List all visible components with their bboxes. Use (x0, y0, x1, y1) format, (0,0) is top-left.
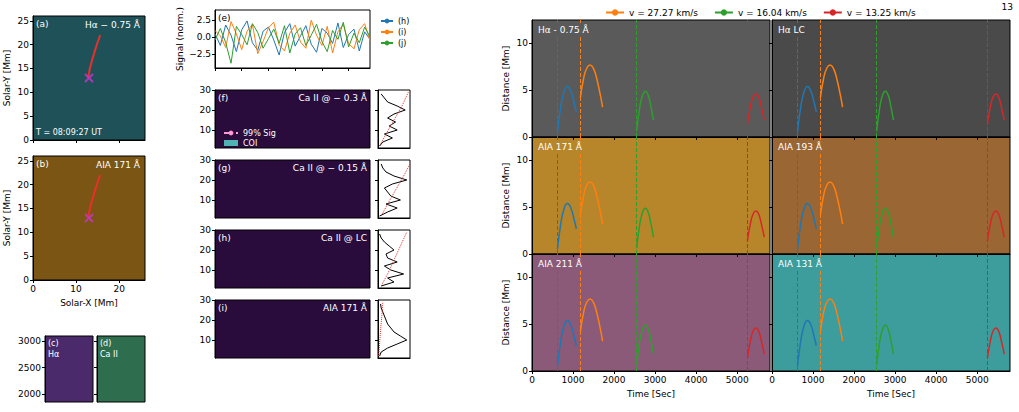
svg-text:AIA 171 Å: AIA 171 Å (323, 302, 368, 313)
svg-text:2000: 2000 (843, 375, 866, 385)
svg-text:10: 10 (70, 284, 82, 294)
svg-text:3000: 3000 (644, 375, 667, 385)
svg-text:2000: 2000 (18, 389, 41, 399)
svg-text:AIA 171 Å: AIA 171 Å (538, 141, 583, 152)
svg-text:(i): (i) (398, 28, 406, 37)
svg-text:Solar-Y [Mm]: Solar-Y [Mm] (2, 50, 12, 106)
svg-text:20: 20 (18, 180, 30, 190)
svg-text:Solar-Y [Mm]: Solar-Y [Mm] (2, 190, 12, 246)
svg-text:(d): (d) (100, 339, 111, 348)
svg-text:20: 20 (18, 40, 30, 50)
svg-text:4000: 4000 (925, 375, 948, 385)
svg-text:Solar-X [Mm]: Solar-X [Mm] (60, 298, 118, 308)
svg-text:20: 20 (200, 175, 212, 185)
svg-text:0: 0 (522, 366, 528, 376)
svg-text:25: 25 (18, 156, 29, 166)
svg-text:v = 13.25 km/s: v = 13.25 km/s (847, 8, 916, 18)
svg-text:0.0: 0.0 (197, 32, 212, 42)
svg-text:Ca II @ − 0.3 Å: Ca II @ − 0.3 Å (299, 92, 368, 103)
svg-text:T = 08:09:27 UT: T = 08:09:27 UT (35, 128, 102, 137)
svg-text:COI: COI (243, 139, 257, 148)
svg-text:10: 10 (200, 125, 212, 135)
svg-text:Hα: Hα (48, 350, 59, 359)
svg-text:v = 27.27 km/s: v = 27.27 km/s (629, 8, 698, 18)
svg-text:0: 0 (522, 132, 528, 142)
svg-text:3000: 3000 (884, 375, 907, 385)
svg-text:10: 10 (18, 87, 30, 97)
svg-text:0: 0 (529, 375, 535, 385)
svg-text:0: 0 (30, 284, 36, 294)
svg-text:25: 25 (18, 16, 29, 26)
svg-text:Distance [Mm]: Distance [Mm] (501, 163, 511, 229)
svg-text:10: 10 (18, 227, 30, 237)
svg-text:(c): (c) (48, 339, 59, 348)
svg-text:5: 5 (522, 85, 528, 95)
svg-text:13: 13 (1002, 2, 1013, 12)
svg-text:10: 10 (517, 272, 529, 282)
svg-text:10: 10 (517, 155, 529, 165)
svg-text:Ca II @ LC: Ca II @ LC (321, 233, 367, 243)
svg-text:30: 30 (200, 85, 212, 95)
svg-text:10: 10 (200, 265, 212, 275)
svg-text:30: 30 (200, 295, 212, 305)
svg-text:(f): (f) (218, 93, 228, 103)
svg-text:2.5: 2.5 (197, 15, 211, 25)
svg-text:0: 0 (769, 375, 775, 385)
svg-text:AIA 211 Å: AIA 211 Å (538, 258, 583, 269)
svg-text:20: 20 (200, 245, 212, 255)
svg-text:Distance [Mm]: Distance [Mm] (501, 46, 511, 112)
svg-text:v = 16.04 km/s: v = 16.04 km/s (738, 8, 807, 18)
svg-text:(i): (i) (218, 303, 228, 313)
svg-text:10: 10 (200, 195, 212, 205)
svg-text:10: 10 (517, 38, 529, 48)
svg-text:(j): (j) (398, 39, 406, 48)
svg-text:10: 10 (200, 335, 212, 345)
svg-text:Hα LC: Hα LC (778, 25, 805, 35)
svg-text:Ca II: Ca II (100, 350, 118, 359)
svg-text:5: 5 (522, 202, 528, 212)
svg-text:5: 5 (522, 319, 528, 329)
svg-text:−2.5: −2.5 (189, 49, 211, 59)
svg-text:Time [Sec]: Time [Sec] (626, 389, 675, 399)
svg-text:5000: 5000 (726, 375, 749, 385)
svg-text:(g): (g) (218, 163, 231, 173)
svg-text:Distance [Mm]: Distance [Mm] (501, 280, 511, 346)
svg-text:0: 0 (522, 249, 528, 259)
svg-text:5: 5 (23, 251, 29, 261)
svg-text:30: 30 (200, 225, 212, 235)
svg-text:(a): (a) (36, 19, 49, 29)
svg-text:5000: 5000 (966, 375, 989, 385)
svg-text:(e): (e) (218, 13, 231, 23)
svg-text:5: 5 (23, 111, 29, 121)
svg-text:0: 0 (23, 135, 29, 145)
svg-text:3000: 3000 (18, 336, 41, 346)
svg-text:Ca II @ − 0.15 Å: Ca II @ − 0.15 Å (293, 162, 368, 173)
svg-text:AIA 131 Å: AIA 131 Å (778, 258, 823, 269)
svg-text:1000: 1000 (802, 375, 825, 385)
svg-text:2500: 2500 (18, 363, 41, 373)
svg-text:99% Sig: 99% Sig (243, 129, 276, 138)
svg-text:AIA 171 Å: AIA 171 Å (96, 159, 141, 170)
svg-text:15: 15 (18, 203, 29, 213)
svg-text:15: 15 (18, 63, 29, 73)
svg-text:4000: 4000 (685, 375, 708, 385)
svg-text:(b): (b) (36, 159, 49, 169)
svg-text:20: 20 (200, 315, 212, 325)
svg-text:2000: 2000 (603, 375, 626, 385)
svg-text:(h): (h) (398, 17, 409, 26)
svg-text:20: 20 (200, 105, 212, 115)
svg-text:Signal (norm.): Signal (norm.) (175, 7, 185, 71)
svg-text:0: 0 (23, 275, 29, 285)
svg-text:Time [Sec]: Time [Sec] (866, 389, 915, 399)
svg-text:20: 20 (113, 284, 125, 294)
svg-text:AIA 193 Å: AIA 193 Å (778, 141, 823, 152)
svg-text:Hα - 0.75 Å: Hα - 0.75 Å (538, 24, 590, 35)
svg-text:30: 30 (200, 155, 212, 165)
svg-text:(h): (h) (218, 233, 231, 243)
svg-text:Hα − 0.75 Å: Hα − 0.75 Å (85, 19, 141, 30)
svg-text:1000: 1000 (562, 375, 585, 385)
